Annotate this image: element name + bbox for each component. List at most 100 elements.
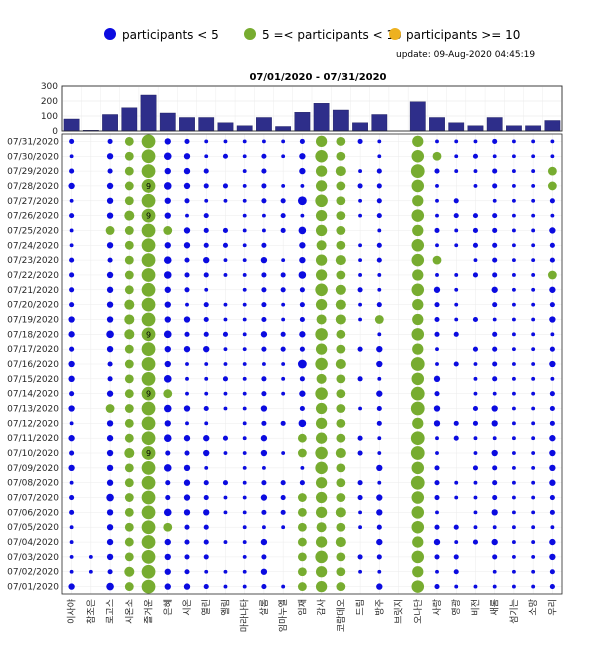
marker-살롬-07/02/2020	[260, 568, 268, 575]
xtick-label-이사야: 이사야	[67, 599, 78, 624]
marker-사랑-07/27/2020	[435, 198, 439, 203]
xtick-label-영광: 영광	[450, 599, 462, 616]
marker-코람데오-07/14/2020	[336, 389, 346, 399]
marker-살롬-07/27/2020	[261, 198, 267, 204]
marker-이사야-07/17/2020	[69, 346, 75, 352]
marker-섬기는-07/12/2020	[512, 421, 516, 426]
marker-영광-07/24/2020	[454, 243, 459, 248]
marker-이사야-07/11/2020	[68, 435, 75, 442]
marker-열린-07/01/2020	[203, 584, 209, 590]
marker-이사야-07/12/2020	[69, 421, 74, 426]
marker-열린-07/30/2020	[204, 154, 209, 159]
marker-로고스-07/05/2020	[106, 524, 114, 531]
marker-은혜-07/09/2020	[163, 464, 172, 472]
marker-즐거운-07/01/2020	[141, 579, 156, 594]
marker-임재-07/14/2020	[299, 390, 306, 397]
marker-소망-07/16/2020	[531, 362, 536, 366]
ytick-label: 07/25/2020	[7, 226, 59, 236]
marker-시온-07/15/2020	[185, 376, 189, 381]
marker-오나단-07/31/2020	[412, 135, 424, 148]
marker-살롬-07/26/2020	[262, 213, 266, 218]
bar-즐거운	[140, 94, 157, 132]
marker-드림-07/15/2020	[357, 376, 363, 382]
ytick-label: 07/24/2020	[7, 241, 59, 251]
marker-새롬-07/21/2020	[491, 286, 498, 293]
marker-즐거운-07/24/2020	[141, 238, 156, 253]
marker-시온-07/07/2020	[183, 494, 191, 501]
marker-섬기는-07/10/2020	[512, 451, 516, 455]
marker-시온소-07/16/2020	[124, 359, 134, 369]
marker-임재-07/23/2020	[299, 256, 306, 264]
marker-섬기는-07/25/2020	[512, 228, 516, 233]
marker-즐거운-07/29/2020	[141, 164, 156, 178]
marker-영광-07/03/2020	[453, 554, 459, 560]
xtick-label-마라나타: 마라나타	[240, 598, 251, 632]
marker-소망-07/09/2020	[531, 465, 536, 470]
marker-열린-07/15/2020	[204, 376, 209, 381]
xtick-label-임마누엘: 임마누엘	[277, 599, 289, 632]
marker-새롬-07/10/2020	[491, 449, 498, 457]
marker-감사-07/15/2020	[316, 373, 327, 384]
marker-오나단-07/08/2020	[410, 475, 425, 490]
marker-이사야-07/14/2020	[69, 391, 75, 397]
bar-plot-border	[61, 85, 563, 132]
marker-오나단-07/25/2020	[412, 224, 424, 237]
marker-감사-07/06/2020	[315, 506, 328, 519]
marker-드림-07/11/2020	[357, 435, 363, 441]
marker-임마누엘-07/23/2020	[281, 258, 286, 263]
marker-우리-07/12/2020	[549, 420, 555, 426]
marker-즐거운-07/21/2020	[141, 282, 156, 297]
marker-시온소-07/15/2020	[124, 374, 134, 384]
marker-시온소-07/31/2020	[124, 137, 134, 146]
bar-영광	[448, 122, 465, 132]
marker-로고스-07/02/2020	[107, 569, 113, 575]
marker-즐거운-07/08/2020	[141, 475, 156, 490]
marker-섬기는-07/28/2020	[512, 184, 516, 188]
bar-이사야	[63, 118, 80, 132]
marker-로고스-07/08/2020	[106, 479, 114, 486]
marker-즐거운-07/17/2020	[141, 342, 156, 357]
marker-방주-07/23/2020	[376, 257, 382, 263]
marker-엘림-07/23/2020	[223, 258, 228, 263]
marker-로고스-07/19/2020	[106, 316, 114, 323]
marker-방주-07/10/2020	[377, 451, 382, 455]
marker-임재-07/12/2020	[298, 419, 307, 428]
marker-엘림-07/20/2020	[223, 302, 228, 307]
marker-로고스-07/18/2020	[106, 330, 114, 339]
marker-우리-07/16/2020	[549, 360, 556, 368]
marker-이사야-07/02/2020	[69, 569, 74, 574]
marker-새롬-07/14/2020	[492, 391, 497, 396]
marker-감사-07/25/2020	[315, 224, 328, 237]
marker-임재-07/06/2020	[297, 507, 307, 517]
marker-오나단-07/10/2020	[410, 446, 425, 460]
marker-열린-07/06/2020	[203, 509, 210, 516]
marker-살롬-07/28/2020	[261, 183, 267, 189]
marker-살롬-07/15/2020	[261, 376, 267, 382]
marker-엘림-07/08/2020	[222, 480, 229, 486]
legend-marker-small	[104, 28, 116, 40]
marker-이사야-07/18/2020	[68, 331, 75, 338]
marker-사랑-07/02/2020	[435, 569, 439, 574]
marker-우리-07/08/2020	[549, 479, 556, 486]
marker-시온-07/29/2020	[183, 167, 191, 175]
marker-이사야-07/20/2020	[69, 302, 75, 308]
marker-코람데오-07/26/2020	[336, 211, 346, 221]
marker-열린-07/31/2020	[204, 139, 209, 144]
marker-임재-07/05/2020	[297, 522, 307, 532]
marker-즐거운-07/12/2020	[141, 416, 156, 431]
marker-label: 9	[146, 449, 151, 458]
marker-방주-07/05/2020	[376, 524, 382, 530]
marker-오나단-07/03/2020	[411, 550, 425, 564]
bar-임마누엘	[275, 126, 292, 132]
xtick-label-임재: 임재	[296, 599, 308, 616]
marker-방주-07/17/2020	[376, 346, 383, 353]
marker-코람데오-07/22/2020	[336, 270, 346, 280]
marker-이사야-07/04/2020	[69, 540, 74, 544]
marker-마라나타-07/19/2020	[242, 317, 247, 322]
marker-열린-07/04/2020	[203, 539, 209, 545]
marker-임재-07/13/2020	[299, 405, 305, 412]
marker-시온소-07/21/2020	[124, 285, 134, 295]
marker-드림-07/13/2020	[358, 406, 362, 411]
marker-이사야-07/21/2020	[69, 287, 75, 293]
marker-감사-07/28/2020	[315, 180, 328, 192]
